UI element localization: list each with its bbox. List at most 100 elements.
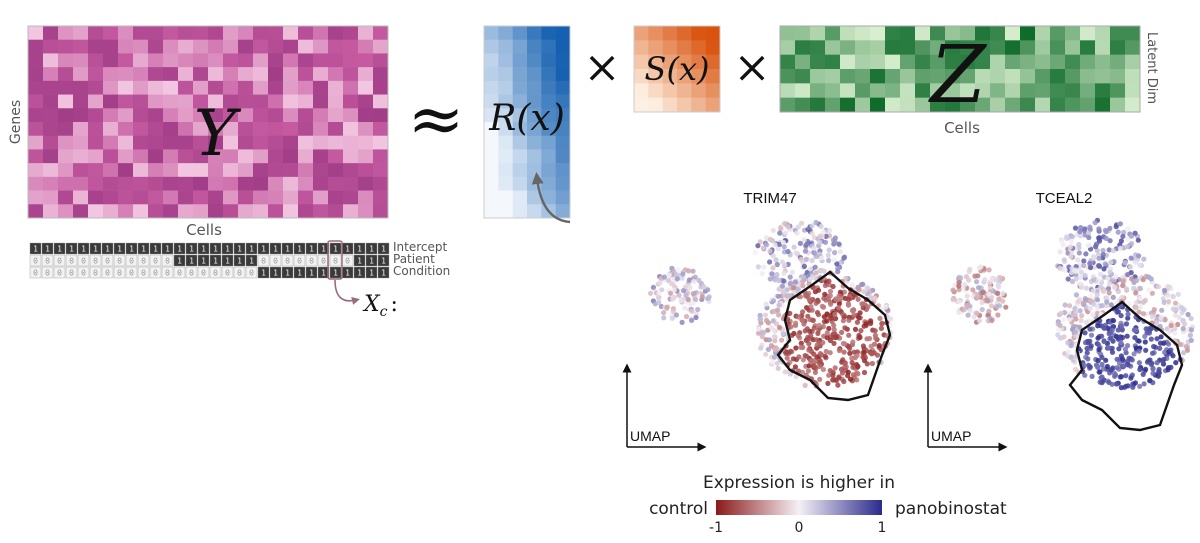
umap-point — [1120, 283, 1126, 289]
umap-point — [1154, 336, 1160, 342]
umap-point — [768, 343, 775, 349]
r-curved-arrow — [531, 172, 571, 224]
y-tile — [313, 149, 329, 164]
y-tile — [208, 80, 224, 95]
umap-point — [823, 233, 829, 239]
z-tile — [840, 83, 856, 98]
umap-point — [1172, 330, 1178, 336]
y-tile — [118, 94, 134, 109]
umap-point — [1153, 320, 1160, 326]
z-tile — [1110, 69, 1126, 84]
umap-point — [826, 372, 832, 378]
design-cell-bg — [77, 254, 90, 267]
y-tile — [238, 176, 254, 191]
z-tile — [1050, 69, 1066, 84]
umap-point — [759, 270, 765, 277]
z-tile — [1020, 83, 1036, 98]
umap-point — [813, 270, 819, 276]
umap-point — [1057, 249, 1063, 255]
umap-point — [868, 318, 874, 324]
design-cell-value: 1 — [369, 269, 374, 278]
y-tile — [118, 108, 134, 123]
umap-point — [1095, 335, 1101, 341]
genes-axis-label: Genes — [8, 100, 24, 144]
umap-point — [1133, 300, 1139, 306]
umap-point — [1065, 276, 1071, 282]
z-tile — [1065, 40, 1081, 55]
umap-point — [826, 278, 832, 284]
umap-point — [1087, 224, 1093, 230]
umap-point — [763, 301, 769, 307]
umap-point — [964, 302, 970, 308]
umap-point — [976, 285, 982, 291]
umap-point — [668, 290, 674, 296]
y-tile — [193, 135, 209, 150]
umap-point — [669, 315, 676, 321]
umap-point — [1089, 373, 1095, 379]
design-cell-value: 1 — [105, 245, 110, 254]
umap-point — [801, 263, 808, 269]
umap-point — [1087, 305, 1093, 312]
design-cell-bg — [209, 266, 222, 279]
umap-point — [1117, 245, 1123, 251]
umap-point — [1078, 269, 1084, 275]
umap-point — [1151, 307, 1157, 313]
z-tile — [870, 97, 886, 113]
y-tile — [73, 176, 89, 191]
umap-point — [966, 277, 972, 283]
z-tile — [840, 69, 856, 84]
r-tile — [555, 94, 571, 109]
umap-point — [1083, 251, 1089, 257]
y-tile — [58, 122, 74, 137]
z-tile — [1080, 54, 1096, 70]
y-tile — [343, 39, 359, 54]
z-tile — [1125, 26, 1141, 41]
y-tile — [268, 176, 284, 191]
r-tile — [527, 190, 542, 205]
umap-point — [1066, 317, 1072, 323]
umap-point — [1176, 314, 1182, 321]
y-tile — [88, 94, 104, 109]
y-tile — [28, 39, 44, 54]
y-tile — [313, 108, 329, 123]
umap-point — [861, 349, 867, 355]
z-tile — [1095, 40, 1111, 55]
umap-point — [793, 320, 799, 326]
umap-point — [851, 349, 857, 355]
z-tile — [885, 40, 901, 55]
y-tile — [133, 163, 149, 178]
umap-point — [849, 355, 855, 361]
umap-point — [883, 304, 889, 310]
z-tile — [855, 83, 871, 98]
umap-point — [815, 287, 822, 293]
umap-point — [784, 355, 790, 361]
design-cell-bg — [377, 266, 390, 279]
y-tile — [58, 190, 74, 205]
design-cell-value: 1 — [297, 269, 302, 278]
y-tile — [193, 80, 209, 95]
design-cell-bg — [269, 254, 282, 267]
design-cell-bg — [353, 254, 366, 267]
umap-point — [1125, 272, 1131, 278]
y-tile — [148, 149, 164, 164]
z-tile — [975, 54, 991, 70]
y-tile — [223, 163, 239, 178]
z-tile — [1065, 54, 1081, 70]
z-tile — [1035, 83, 1051, 98]
y-tile — [103, 190, 119, 205]
design-cell-bg — [29, 266, 42, 279]
s-tile — [648, 40, 663, 55]
z-tile — [930, 26, 946, 41]
umap-point — [846, 317, 852, 323]
umap-point — [1073, 292, 1080, 298]
umap-point — [825, 380, 831, 386]
z-tile — [1050, 83, 1066, 98]
y-tile — [28, 53, 44, 68]
y-tile — [118, 176, 134, 191]
umap-point — [773, 257, 779, 263]
umap-point — [1072, 329, 1078, 335]
y-tile — [298, 204, 314, 219]
umap-point — [873, 335, 879, 341]
y-tile — [28, 149, 44, 164]
s-tile — [677, 54, 692, 70]
